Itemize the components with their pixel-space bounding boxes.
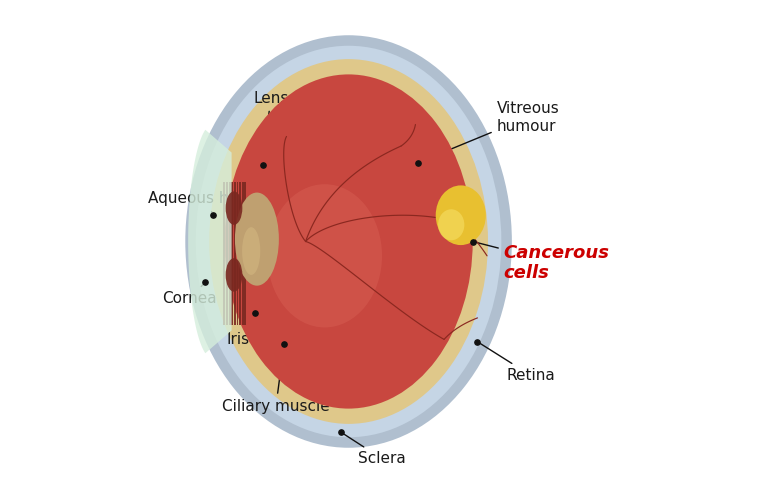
Ellipse shape — [196, 46, 501, 437]
Text: Cornea: Cornea — [163, 284, 217, 306]
FancyBboxPatch shape — [234, 182, 236, 325]
Text: Cancerous
cells: Cancerous cells — [475, 242, 610, 283]
Ellipse shape — [242, 227, 261, 275]
FancyBboxPatch shape — [244, 182, 246, 325]
Text: Vitreous
humour: Vitreous humour — [420, 101, 559, 162]
FancyBboxPatch shape — [242, 182, 244, 325]
Ellipse shape — [225, 74, 473, 409]
FancyBboxPatch shape — [239, 182, 241, 325]
Ellipse shape — [209, 59, 488, 424]
Ellipse shape — [186, 35, 512, 448]
Ellipse shape — [225, 258, 242, 292]
Ellipse shape — [235, 193, 279, 285]
FancyBboxPatch shape — [224, 182, 225, 325]
Text: Ciliary muscle: Ciliary muscle — [222, 347, 330, 414]
Text: Aqueous humor: Aqueous humor — [148, 191, 269, 213]
Polygon shape — [188, 130, 231, 353]
Ellipse shape — [435, 185, 486, 245]
Text: Sclera: Sclera — [344, 434, 406, 466]
Text: Iris: Iris — [227, 315, 254, 347]
Ellipse shape — [438, 209, 465, 241]
FancyBboxPatch shape — [226, 182, 228, 325]
Text: Lens: Lens — [253, 91, 289, 162]
Ellipse shape — [225, 191, 242, 225]
FancyBboxPatch shape — [237, 182, 238, 325]
FancyBboxPatch shape — [231, 182, 233, 325]
Ellipse shape — [267, 184, 382, 327]
FancyBboxPatch shape — [228, 182, 231, 325]
Text: Retina: Retina — [480, 343, 555, 383]
